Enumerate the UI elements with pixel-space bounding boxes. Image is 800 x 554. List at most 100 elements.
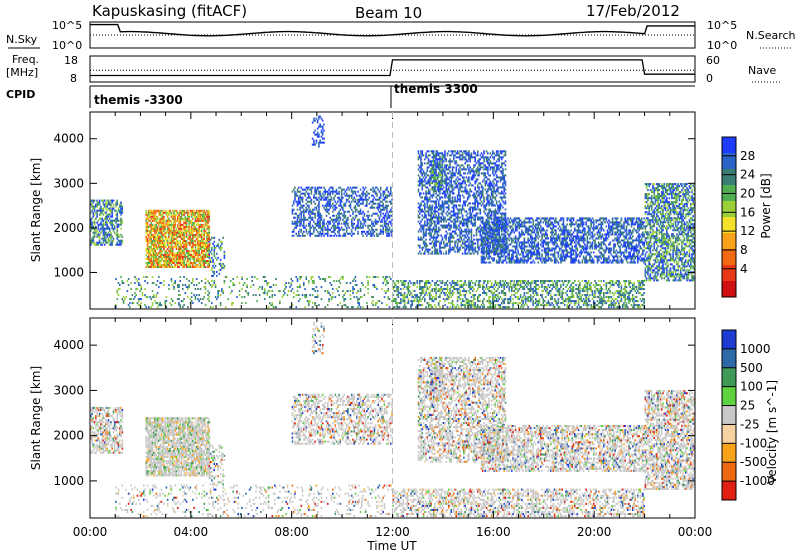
heatmap-cell xyxy=(311,232,314,235)
heatmap-cell xyxy=(475,212,478,215)
heatmap-cell xyxy=(488,212,490,215)
heatmap-cell xyxy=(200,255,203,258)
heatmap-cell xyxy=(121,209,124,212)
heatmap-cell xyxy=(98,217,101,220)
heatmap-cell xyxy=(328,188,330,191)
heatmap-cell xyxy=(473,150,475,153)
heatmap-cell xyxy=(204,231,207,234)
heatmap-cell xyxy=(492,200,494,203)
heatmap-cell xyxy=(158,211,160,214)
heatmap-cell xyxy=(427,222,430,225)
heatmap-cell xyxy=(383,208,386,211)
heatmap-cell xyxy=(213,236,216,239)
heatmap-cell xyxy=(454,212,456,215)
heatmap-cell xyxy=(484,188,487,191)
heatmap-cell xyxy=(192,257,194,260)
heatmap-cell xyxy=(92,231,95,234)
heatmap-cell xyxy=(156,239,159,242)
heatmap-cell xyxy=(171,255,174,258)
heatmap-cell xyxy=(451,206,454,209)
heatmap-cell xyxy=(183,217,185,220)
heatmap-cell xyxy=(165,219,168,222)
heatmap-cell xyxy=(205,255,208,258)
heatmap-cell xyxy=(503,239,506,242)
heatmap-cell xyxy=(174,217,177,220)
heatmap-cell xyxy=(469,156,471,159)
heatmap-cell xyxy=(429,208,431,211)
heatmap-cell xyxy=(461,182,464,185)
heatmap-cell xyxy=(185,219,188,222)
heatmap-cell xyxy=(297,216,300,219)
heatmap-cell xyxy=(435,252,437,255)
heatmap-cell xyxy=(198,251,200,254)
heatmap-cell xyxy=(205,213,208,216)
heatmap-cell xyxy=(478,208,480,211)
heatmap-cell xyxy=(436,230,439,233)
heatmap-cell xyxy=(504,212,507,215)
heatmap-cell xyxy=(429,220,431,223)
heatmap-cell xyxy=(485,204,488,207)
heatmap-cell xyxy=(470,170,473,173)
heatmap-cell xyxy=(117,223,120,226)
heatmap-cell xyxy=(466,224,469,227)
heatmap-cell xyxy=(521,245,523,248)
heatmap-cell xyxy=(323,123,325,126)
heatmap-cell xyxy=(98,207,101,210)
heatmap-cell xyxy=(318,117,320,120)
heatmap-cell xyxy=(173,235,175,238)
heatmap-cell xyxy=(315,117,318,120)
heatmap-cell xyxy=(481,217,484,220)
heatmap-cell xyxy=(465,230,468,233)
heatmap-cell xyxy=(295,200,298,203)
heatmap-cell xyxy=(389,222,392,225)
heatmap-cell xyxy=(465,246,468,249)
heatmap-cell xyxy=(106,209,108,212)
heatmap-cell xyxy=(145,225,148,228)
heatmap-cell xyxy=(373,230,376,233)
heatmap-cell xyxy=(190,227,193,230)
heatmap-cell xyxy=(468,232,470,235)
heatmap-cell xyxy=(441,218,444,221)
heatmap-cell xyxy=(445,160,448,163)
heatmap-cell xyxy=(300,210,303,213)
heatmap-cell xyxy=(305,230,308,233)
heatmap-cell xyxy=(117,209,120,212)
heatmap-cell xyxy=(429,198,431,201)
heatmap-cell xyxy=(466,238,469,241)
heatmap-cell xyxy=(383,198,386,201)
heatmap-cell xyxy=(418,192,421,195)
heatmap-cell xyxy=(297,198,300,201)
heatmap-cell xyxy=(213,246,216,249)
heatmap-cell xyxy=(330,226,333,229)
heatmap-cell xyxy=(389,186,392,189)
heatmap-cell xyxy=(91,227,93,230)
heatmap-cell xyxy=(311,216,314,219)
heatmap-cell xyxy=(439,164,441,167)
heatmap-cell xyxy=(171,231,174,234)
heatmap-cell xyxy=(421,172,424,175)
heatmap-cell xyxy=(483,243,485,246)
heatmap-cell xyxy=(343,222,345,225)
heatmap-cell xyxy=(475,170,478,173)
heatmap-cell xyxy=(173,251,175,254)
heatmap-cell xyxy=(110,203,112,206)
heatmap-cell xyxy=(434,244,436,247)
heatmap-cell xyxy=(318,133,320,136)
heatmap-cell xyxy=(183,245,185,248)
heatmap-cell xyxy=(439,206,441,209)
heatmap-cell xyxy=(459,158,461,161)
heatmap-cell xyxy=(120,243,122,246)
heatmap-cell xyxy=(453,200,455,203)
heatmap-cell xyxy=(154,241,156,244)
heatmap-cell xyxy=(96,209,98,212)
heatmap-cell xyxy=(161,241,164,244)
heatmap-cell xyxy=(466,198,469,201)
heatmap-cell xyxy=(95,243,97,246)
heatmap-cell xyxy=(202,213,204,216)
heatmap-cell xyxy=(489,174,492,177)
heatmap-cell xyxy=(320,186,323,189)
heatmap-cell xyxy=(320,135,323,138)
heatmap-cell xyxy=(492,180,494,183)
heatmap-cell xyxy=(103,243,106,246)
heatmap-cell xyxy=(161,211,164,214)
